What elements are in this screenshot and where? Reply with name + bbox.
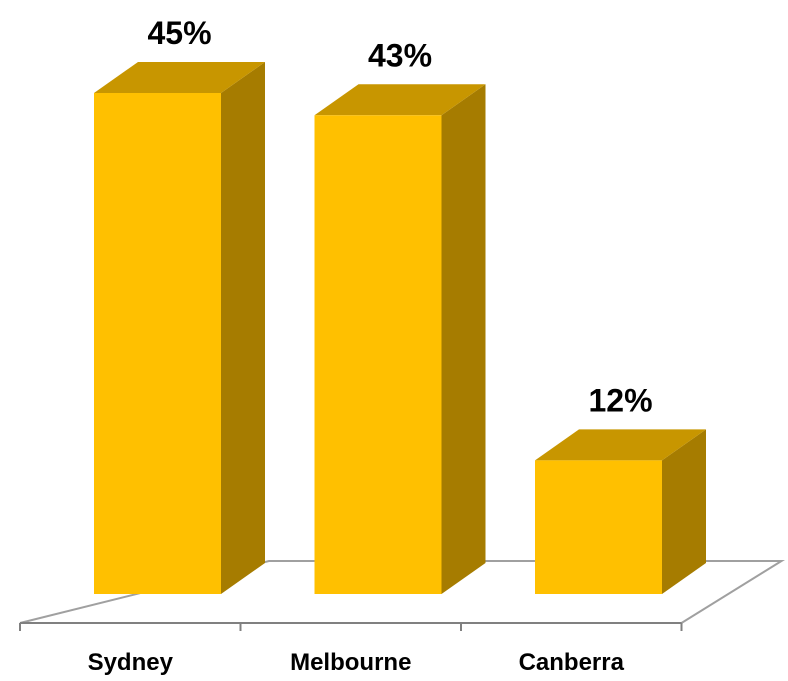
bar-front-face [535, 460, 662, 594]
bar-front-face [314, 115, 442, 595]
bar-side-face [221, 62, 265, 594]
bar-side-face [662, 429, 706, 594]
bar [94, 62, 265, 594]
bar-front-face [94, 93, 221, 594]
x-tick-label: Canberra [519, 649, 625, 676]
bar-side-face [441, 84, 486, 595]
bar-top-face [94, 62, 265, 93]
x-axis-ticks-group: Sydney Melbourne Canberra [19, 622, 683, 676]
data-label: 45% [147, 15, 211, 51]
bar-top-face [535, 429, 706, 461]
data-labels-group: 45% 43% 12% [147, 15, 652, 418]
data-label: 12% [588, 382, 652, 418]
x-tick-label: Melbourne [290, 649, 411, 676]
bar-top-face [314, 84, 486, 116]
x-tick-label: Sydney [88, 649, 174, 676]
bar [535, 429, 706, 594]
bars-group [94, 62, 706, 595]
data-label: 43% [368, 37, 432, 73]
bar [314, 84, 486, 595]
